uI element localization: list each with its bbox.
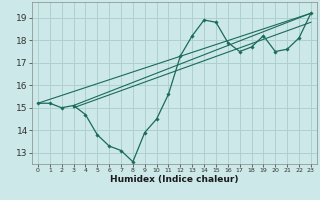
X-axis label: Humidex (Indice chaleur): Humidex (Indice chaleur)	[110, 175, 239, 184]
